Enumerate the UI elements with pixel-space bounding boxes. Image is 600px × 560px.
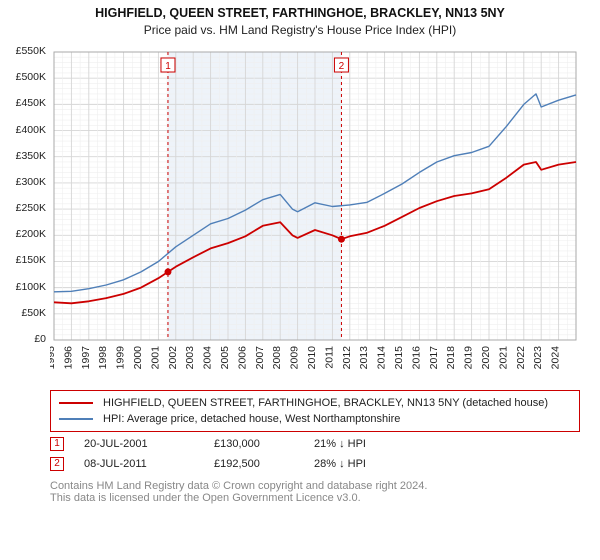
x-tick-label: 2003: [184, 346, 196, 370]
marker-price-2: £192,500: [214, 458, 314, 470]
marker-badge-2: 2: [50, 457, 64, 471]
marker-price-1: £130,000: [214, 438, 314, 450]
legend-label-hpi: HPI: Average price, detached house, West…: [103, 413, 400, 425]
footer-line-2: This data is licensed under the Open Gov…: [50, 492, 427, 504]
x-tick-label: 2019: [463, 346, 475, 370]
x-tick-label: 2007: [254, 346, 266, 370]
chart-title-sub: Price paid vs. HM Land Registry's House …: [0, 23, 600, 37]
marker-flag-1: 1: [165, 61, 171, 72]
y-tick-label: £400K: [16, 124, 46, 136]
x-tick-label: 2018: [445, 346, 457, 370]
legend-swatch-property: [59, 402, 93, 404]
footer-line-1: Contains HM Land Registry data © Crown c…: [50, 480, 427, 492]
chart-title-main: HIGHFIELD, QUEEN STREET, FARTHINGHOE, BR…: [0, 6, 600, 20]
marker-badge-1: 1: [50, 437, 64, 451]
marker-flag-2: 2: [339, 61, 345, 72]
x-tick-label: 2010: [306, 346, 318, 370]
x-tick-label: 2002: [167, 346, 179, 370]
x-tick-label: 1995: [50, 346, 57, 370]
x-tick-label: 2014: [376, 346, 388, 370]
legend-box: HIGHFIELD, QUEEN STREET, FARTHINGHOE, BR…: [50, 390, 580, 432]
y-tick-label: £50K: [21, 307, 46, 319]
marker-row-1: 1 20-JUL-2001 £130,000 21% ↓ HPI: [50, 434, 580, 454]
y-tick-label: £0: [34, 333, 46, 345]
x-tick-label: 1999: [115, 346, 127, 370]
x-tick-label: 2001: [149, 346, 161, 370]
marker-date-2: 08-JUL-2011: [84, 458, 214, 470]
x-tick-label: 2006: [236, 346, 248, 370]
x-tick-label: 2005: [219, 346, 231, 370]
y-tick-label: £350K: [16, 150, 46, 162]
x-tick-label: 2022: [515, 346, 527, 370]
legend-label-property: HIGHFIELD, QUEEN STREET, FARTHINGHOE, BR…: [103, 397, 548, 409]
y-tick-label: £500K: [16, 71, 46, 83]
legend-swatch-hpi: [59, 418, 93, 420]
price-chart: 1995 1996 1997 1998 1999 2000 2001 2002 2003 2004…: [50, 48, 580, 378]
y-tick-label: £250K: [16, 202, 46, 214]
x-tick-label: 2021: [497, 346, 509, 370]
marker-table: 1 20-JUL-2001 £130,000 21% ↓ HPI 2 08-JU…: [50, 434, 580, 474]
legend-row-hpi: HPI: Average price, detached house, West…: [59, 411, 571, 427]
x-tick-label: 2012: [341, 346, 353, 370]
x-tick-label: 2024: [550, 346, 562, 370]
chart-svg: 1995 1996 1997 1998 1999 2000 2001 2002 2003 2004…: [50, 48, 580, 378]
legend-row-property: HIGHFIELD, QUEEN STREET, FARTHINGHOE, BR…: [59, 395, 571, 411]
marker-diff-1: 21% ↓ HPI: [314, 438, 434, 450]
y-tick-label: £200K: [16, 228, 46, 240]
x-tick-label: 2011: [323, 346, 335, 369]
x-tick-label: 1998: [97, 346, 109, 370]
x-tick-label: 2004: [202, 346, 214, 370]
chart-titles: HIGHFIELD, QUEEN STREET, FARTHINGHOE, BR…: [0, 0, 600, 37]
y-tick-label: £450K: [16, 97, 46, 109]
x-tick-label: 1996: [62, 346, 74, 370]
marker-date-1: 20-JUL-2001: [84, 438, 214, 450]
y-tick-label: £300K: [16, 176, 46, 188]
x-tick-label: 2008: [271, 346, 283, 370]
x-tick-label: 2015: [393, 346, 405, 370]
x-tick-label: 1997: [80, 346, 92, 370]
x-tick-label: 2013: [358, 346, 370, 370]
y-tick-label: £100K: [16, 281, 46, 293]
x-tick-label: 2000: [132, 346, 144, 370]
y-axis-labels: £0 £50K £100K £150K £200K £250K £300K £350K £400…: [0, 48, 50, 378]
marker-diff-2: 28% ↓ HPI: [314, 458, 434, 470]
x-tick-label: 2016: [410, 346, 422, 370]
footer-text: Contains HM Land Registry data © Crown c…: [50, 480, 427, 504]
y-tick-label: £150K: [16, 254, 46, 266]
y-tick-label: £550K: [16, 45, 46, 57]
x-tick-label: 2017: [428, 346, 440, 370]
x-tick-label: 2009: [289, 346, 301, 370]
marker-row-2: 2 08-JUL-2011 £192,500 28% ↓ HPI: [50, 454, 580, 474]
x-tick-label: 2023: [532, 346, 544, 370]
x-tick-label: 2020: [480, 346, 492, 370]
